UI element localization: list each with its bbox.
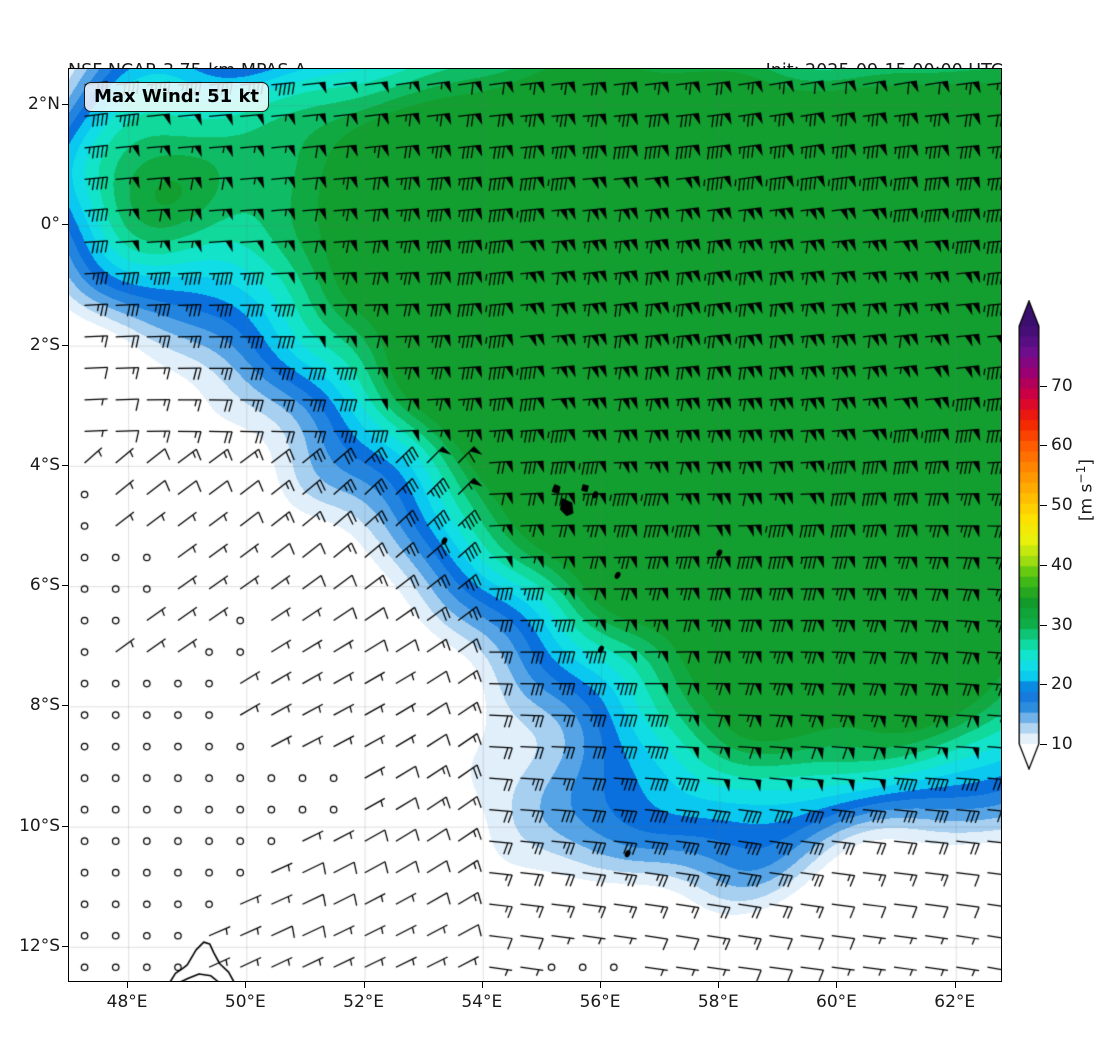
y-tick-label: 12°S [19, 935, 60, 956]
x-tick-mark [718, 982, 720, 988]
y-tick-mark [62, 705, 68, 707]
y-tick-mark [62, 224, 68, 226]
x-tick-label: 60°E [816, 992, 857, 1012]
colorbar-tick-mark [1040, 684, 1047, 686]
x-tick-mark [245, 982, 247, 988]
x-tick-label: 56°E [579, 992, 621, 1012]
colorbar-tick-mark [1040, 505, 1047, 507]
colorbar-tick-mark [1040, 624, 1047, 626]
x-tick-mark [481, 982, 483, 988]
x-tick-label: 52°E [343, 992, 384, 1012]
colorbar-tick-label: 10 [1051, 734, 1073, 754]
colorbar-tick-mark [1040, 445, 1047, 447]
colorbar-tick-label: 40 [1051, 554, 1073, 575]
y-tick-label: 8°S [29, 695, 60, 716]
colorbar-tick-mark [1040, 385, 1047, 387]
colorbar-tick-label: 70 [1051, 375, 1073, 396]
y-tick-mark [62, 585, 68, 587]
y-tick-label: 4°S [29, 454, 60, 475]
x-tick-mark [363, 982, 365, 988]
colorbar-tick-label: 20 [1051, 674, 1073, 695]
colorbar-gradient [1018, 300, 1040, 770]
x-tick-label: 50°E [224, 992, 266, 1012]
y-tick-mark [62, 104, 68, 106]
y-tick-label: 2°S [29, 334, 60, 355]
y-tick-label: 0° [40, 214, 60, 235]
colorbar-tick-mark [1040, 744, 1047, 745]
colorbar-tick-mark [1040, 564, 1047, 566]
x-tick-mark [954, 982, 956, 988]
y-tick-mark [62, 945, 68, 947]
colorbar-tick-label: 60 [1051, 435, 1073, 456]
x-tick-label: 58°E [697, 992, 739, 1012]
x-tick-label: 62°E [934, 992, 976, 1012]
y-tick-mark [62, 344, 68, 346]
x-tick-mark [600, 982, 602, 988]
y-tick-label: 6°S [29, 575, 60, 596]
colorbar-tick-label: 30 [1051, 614, 1073, 635]
x-tick-label: 54°E [461, 992, 503, 1012]
colorbar: 10 20 30 40 50 60 70 [1018, 300, 1073, 770]
colorbar-unit-exponent: −1 [1074, 465, 1088, 484]
y-tick-mark [62, 464, 68, 466]
y-tick-label: 2°N [27, 94, 60, 115]
y-tick-label: 10°S [19, 815, 60, 836]
wind-speed-field-canvas [69, 69, 1001, 981]
map-plot-area[interactable] [68, 68, 1002, 982]
x-tick-label: 48°E [106, 992, 148, 1012]
x-tick-mark [836, 982, 838, 988]
colorbar-tick-label: 50 [1051, 495, 1073, 516]
x-tick-mark [127, 982, 129, 988]
y-tick-mark [62, 825, 68, 827]
colorbar-unit-label: [m s−1] [1074, 458, 1097, 522]
max-wind-annotation: Max Wind: 51 kt [84, 82, 270, 112]
